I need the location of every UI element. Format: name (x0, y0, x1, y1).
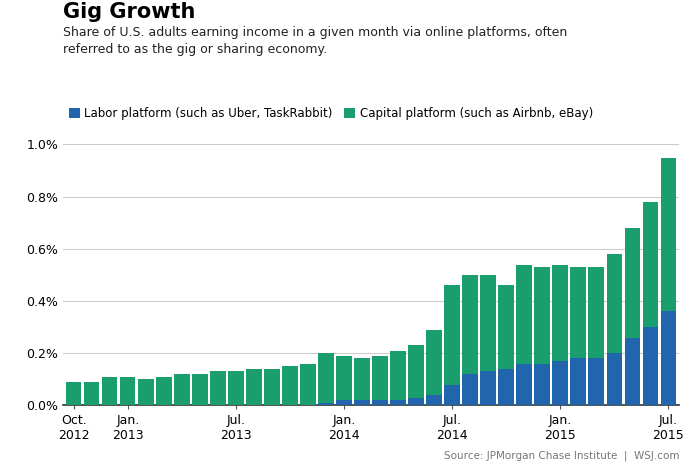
Legend: Labor platform (such as Uber, TaskRabbit), Capital platform (such as Airbnb, eBa: Labor platform (such as Uber, TaskRabbit… (69, 107, 593, 120)
Bar (444, 384, 460, 405)
Bar (624, 337, 640, 405)
Bar (120, 377, 136, 405)
Bar (138, 379, 153, 405)
Bar (354, 358, 370, 400)
Bar (102, 377, 118, 405)
Bar (552, 265, 568, 361)
Bar (498, 285, 514, 369)
Bar (517, 363, 532, 405)
Text: Share of U.S. adults earning income in a given month via online platforms, often: Share of U.S. adults earning income in a… (63, 26, 567, 55)
Bar (643, 327, 658, 405)
Bar (517, 265, 532, 363)
Bar (426, 395, 442, 405)
Bar (336, 400, 351, 405)
Bar (463, 374, 477, 405)
Bar (282, 366, 298, 405)
Bar (228, 371, 244, 405)
Bar (318, 353, 334, 403)
Text: Gig Growth: Gig Growth (63, 2, 195, 22)
Bar (535, 267, 550, 363)
Bar (480, 371, 496, 405)
Bar (624, 228, 640, 337)
Bar (372, 356, 388, 400)
Bar (589, 358, 604, 405)
Bar (643, 202, 658, 327)
Bar (372, 400, 388, 405)
Bar (589, 267, 604, 358)
Text: Source: JPMorgan Chase Institute  |  WSJ.com: Source: JPMorgan Chase Institute | WSJ.c… (444, 451, 679, 461)
Bar (498, 369, 514, 405)
Bar (606, 353, 622, 405)
Bar (156, 377, 172, 405)
Bar (84, 382, 99, 405)
Bar (354, 400, 370, 405)
Bar (391, 400, 406, 405)
Bar (210, 371, 225, 405)
Bar (463, 275, 477, 374)
Bar (174, 374, 190, 405)
Bar (336, 356, 351, 400)
Bar (480, 275, 496, 371)
Bar (246, 369, 262, 405)
Bar (661, 158, 676, 311)
Bar (426, 330, 442, 395)
Bar (552, 361, 568, 405)
Bar (570, 267, 586, 358)
Bar (193, 374, 207, 405)
Bar (408, 397, 424, 405)
Bar (300, 363, 316, 405)
Bar (444, 285, 460, 384)
Bar (391, 350, 406, 400)
Bar (535, 363, 550, 405)
Bar (570, 358, 586, 405)
Bar (606, 254, 622, 353)
Bar (661, 311, 676, 405)
Bar (408, 345, 424, 397)
Bar (66, 382, 81, 405)
Bar (318, 403, 334, 405)
Bar (265, 369, 279, 405)
